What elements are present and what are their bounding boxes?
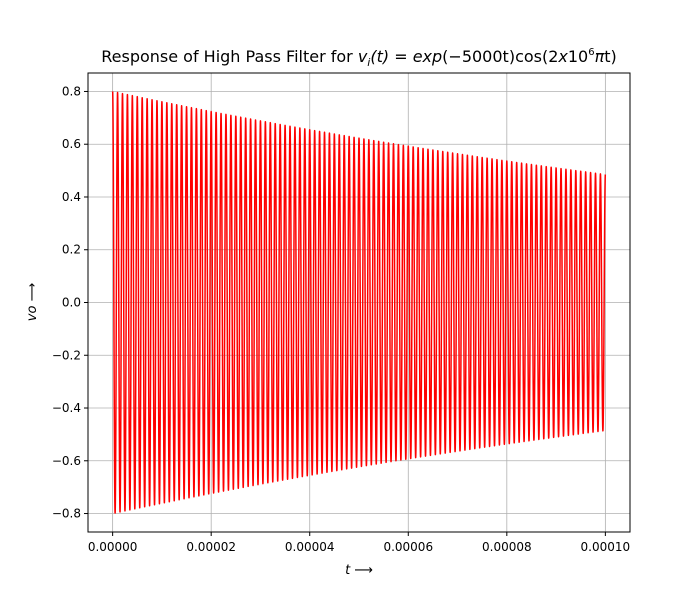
y-tick-label: −0.6	[52, 454, 81, 468]
y-tick-label: 0.8	[62, 84, 81, 98]
x-tick-label: 0.00010	[581, 540, 631, 554]
y-tick-label: 0.2	[62, 243, 81, 257]
y-tick-label: 0.4	[62, 190, 81, 204]
x-axis: 0.00000 0.00002 0.00004 0.00006 0.00008 0.000…	[88, 532, 630, 554]
plot-area	[111, 91, 607, 514]
y-tick-label: 0.0	[62, 296, 81, 310]
x-tick-label: 0.00004	[285, 540, 335, 554]
x-tick-label: 0.00006	[383, 540, 433, 554]
y-tick-label: −0.4	[52, 401, 81, 415]
chart-title: Response of High Pass Filter for vi(t) =…	[101, 47, 617, 69]
series-line-0	[111, 91, 607, 514]
x-axis-label: t ⟶	[345, 563, 373, 578]
y-tick-label: −0.2	[52, 348, 81, 362]
x-tick-label: 0.00008	[482, 540, 532, 554]
x-tick-label: 0.00000	[88, 540, 138, 554]
y-tick-label: 0.6	[62, 137, 81, 151]
y-tick-label: −0.8	[52, 507, 81, 521]
y-axis-label: vo ⟶	[25, 283, 40, 321]
x-tick-label: 0.00002	[186, 540, 236, 554]
y-axis: −0.8 −0.6 −0.4 −0.2 0.0 0.2 0.4 0.6 0.8	[52, 84, 88, 521]
